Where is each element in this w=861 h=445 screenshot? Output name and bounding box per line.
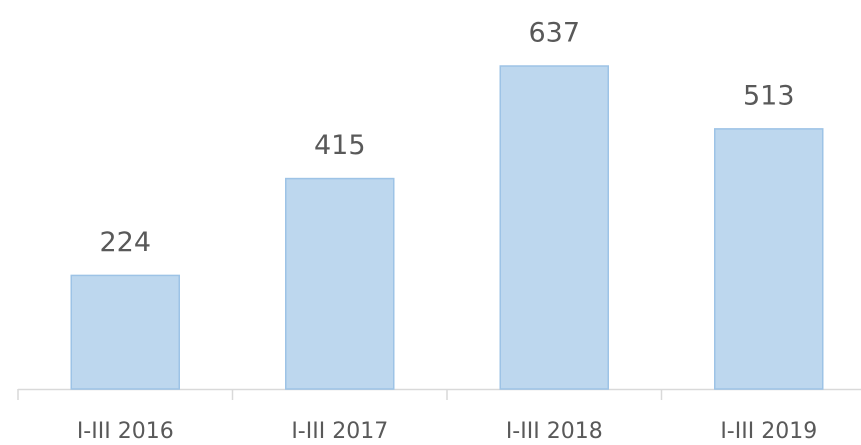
bar (70, 274, 180, 390)
data-label: 415 (314, 130, 366, 161)
data-label: 224 (99, 227, 151, 258)
x-tick-label: I-III 2019 (720, 419, 817, 444)
bar (499, 65, 609, 390)
bar (714, 128, 824, 390)
x-tick-label: I-III 2017 (291, 419, 388, 444)
x-tick-label: I-III 2018 (506, 419, 603, 444)
data-label: 637 (528, 18, 580, 49)
x-tick-label: I-III 2016 (77, 419, 174, 444)
bar (285, 177, 395, 390)
data-label: 513 (743, 80, 795, 111)
